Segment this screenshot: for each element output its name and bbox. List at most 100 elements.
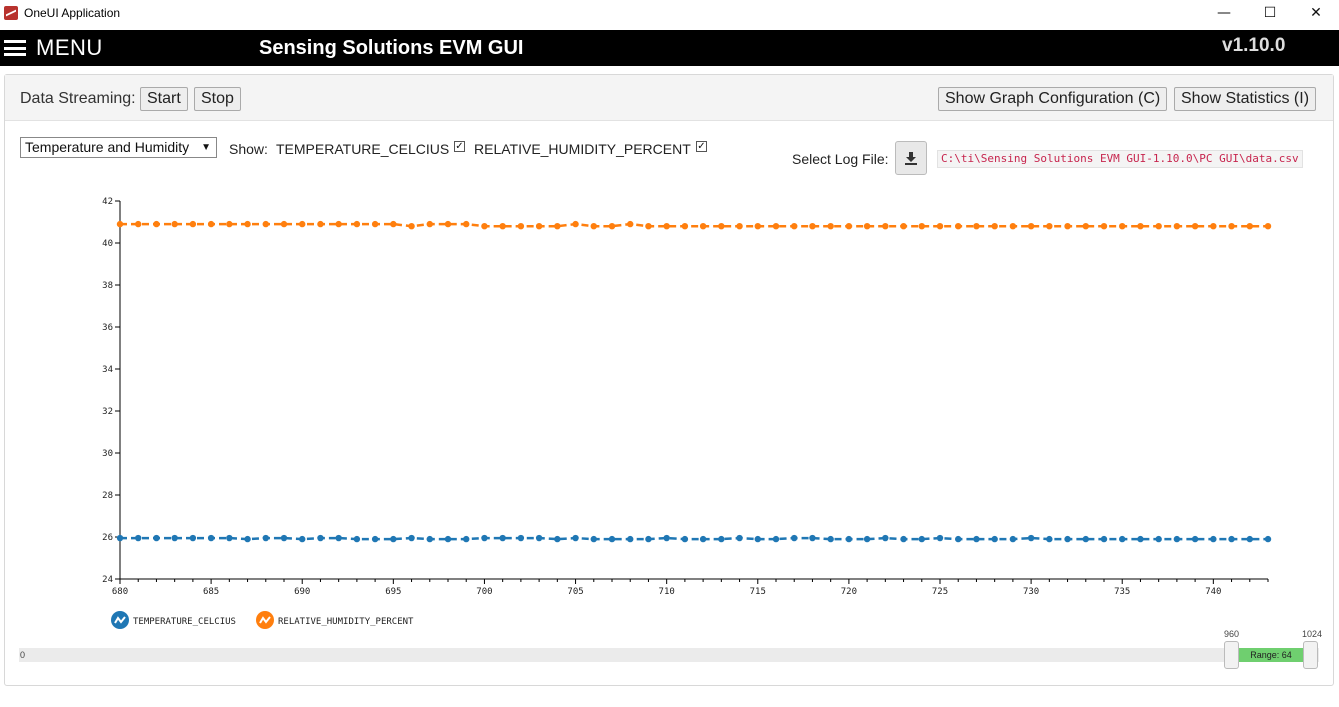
series-1-point	[554, 535, 561, 543]
series-1-point	[1173, 535, 1181, 543]
series-2-point	[900, 223, 907, 230]
app-header: MENU Sensing Solutions EVM GUI v1.10.0	[0, 30, 1339, 66]
y-tick-label: 42	[102, 197, 113, 207]
series-2-point	[1210, 223, 1217, 230]
series-1-point	[335, 534, 342, 542]
series-2-point	[1228, 223, 1235, 230]
series-1-point	[517, 534, 525, 542]
series2-checkbox[interactable]: ✓	[696, 141, 707, 152]
minimize-icon[interactable]: —	[1217, 5, 1231, 21]
series-1-point	[936, 534, 944, 542]
series-1-point	[1210, 535, 1217, 543]
series-1-point	[973, 535, 980, 543]
series-2-point	[645, 223, 652, 230]
series-2-point	[535, 223, 543, 230]
series-1-point	[863, 535, 871, 543]
series-1-point	[116, 534, 124, 542]
series-2-point	[918, 223, 925, 230]
series-2-point	[280, 220, 288, 228]
series-1-point	[244, 535, 251, 543]
series-1-point	[171, 534, 178, 542]
series-2-point	[827, 223, 834, 230]
series-1-point	[226, 534, 233, 542]
series-1-point	[1191, 535, 1199, 543]
app-logo-icon	[4, 6, 18, 20]
x-tick-label: 735	[1114, 587, 1130, 597]
series-2-point	[572, 220, 579, 228]
stop-button[interactable]: Stop	[194, 87, 241, 111]
series-1-point	[408, 534, 415, 542]
show-statistics-button[interactable]: Show Statistics (I)	[1174, 87, 1317, 111]
series-2-point	[718, 223, 725, 230]
window-title: OneUI Application	[24, 6, 121, 20]
series-2-point	[1027, 223, 1035, 230]
series-2-point	[1009, 223, 1017, 230]
series-1-point	[845, 535, 853, 543]
series-2-point	[426, 220, 433, 228]
y-tick-label: 36	[102, 323, 113, 333]
select-log-file-button[interactable]	[895, 141, 927, 175]
series-1-point	[499, 534, 506, 542]
close-icon[interactable]: ✕	[1310, 5, 1322, 21]
series-1-point	[317, 534, 324, 542]
series-1-point	[189, 534, 197, 542]
series-2-point	[444, 220, 452, 228]
show-label: Show:	[229, 141, 268, 157]
series-2-point	[772, 223, 780, 230]
slider-high-label: 1024	[1302, 629, 1323, 639]
series-2-point	[681, 223, 689, 230]
series-1-point	[1064, 535, 1071, 543]
series-1-point	[681, 535, 689, 543]
maximize-icon[interactable]: ☐	[1263, 5, 1277, 21]
x-tick-label: 725	[932, 587, 948, 597]
show-graph-configuration-button[interactable]: Show Graph Configuration (C)	[938, 87, 1168, 111]
series-2-point	[554, 223, 561, 230]
sensor-line-chart: 24 26 28 30 32 34 36 38 40 42 680 685 690 695 700 705 71…	[102, 197, 1272, 629]
series-1-point	[371, 535, 379, 543]
legend-label-2: RELATIVE_HUMIDITY_PERCENT	[278, 617, 414, 627]
series-2-point	[608, 223, 616, 230]
dataset-select[interactable]: Temperature and Humidity ▼	[20, 137, 217, 158]
x-tick-label: 690	[294, 587, 310, 597]
series-2-point	[390, 220, 397, 228]
series-1-point	[207, 534, 215, 542]
series-2-point	[171, 220, 178, 228]
menu-label: MENU	[36, 35, 103, 60]
series-1-point	[590, 535, 597, 543]
menu-button[interactable]: MENU	[4, 30, 103, 66]
slider-high-handle[interactable]	[1303, 641, 1318, 669]
series-1-point	[918, 535, 925, 543]
y-tick-label: 34	[102, 365, 113, 375]
series-1-point	[1246, 535, 1253, 543]
series-2-point	[353, 220, 361, 228]
series-2-point	[663, 223, 670, 230]
series-2-point	[736, 223, 743, 230]
slider-range-bar[interactable]: Range: 64	[1238, 648, 1304, 662]
y-tick-label: 38	[102, 281, 113, 291]
series-1-point	[955, 535, 962, 543]
series-2-point	[1064, 223, 1071, 230]
start-button[interactable]: Start	[140, 87, 188, 111]
series-2-point	[335, 220, 342, 228]
series-2-point	[955, 223, 962, 230]
streaming-toolbar: Data Streaming: Start Stop Show Graph Co…	[5, 75, 1333, 121]
slider-low-handle[interactable]	[1224, 641, 1239, 669]
series-2-point	[845, 223, 853, 230]
series-2-point	[627, 220, 634, 228]
slider-min-label: 0	[20, 650, 26, 660]
y-tick-label: 28	[102, 491, 113, 501]
series-2-point	[1173, 223, 1181, 230]
series-2-point	[371, 220, 379, 228]
series-2-point	[882, 223, 889, 230]
main-panel: Data Streaming: Start Stop Show Graph Co…	[4, 74, 1334, 686]
series-2-point	[299, 220, 306, 228]
y-tick-label: 24	[102, 575, 113, 585]
series-2-point	[153, 220, 160, 228]
data-streaming-label: Data Streaming:	[20, 90, 136, 107]
series-2-point	[863, 223, 871, 230]
series-2-point	[1191, 223, 1199, 230]
dropdown-arrow-icon: ▼	[201, 142, 211, 153]
range-slider-track[interactable]	[19, 648, 1319, 662]
series-2-point	[791, 223, 798, 230]
series1-checkbox[interactable]: ✓	[454, 141, 465, 152]
